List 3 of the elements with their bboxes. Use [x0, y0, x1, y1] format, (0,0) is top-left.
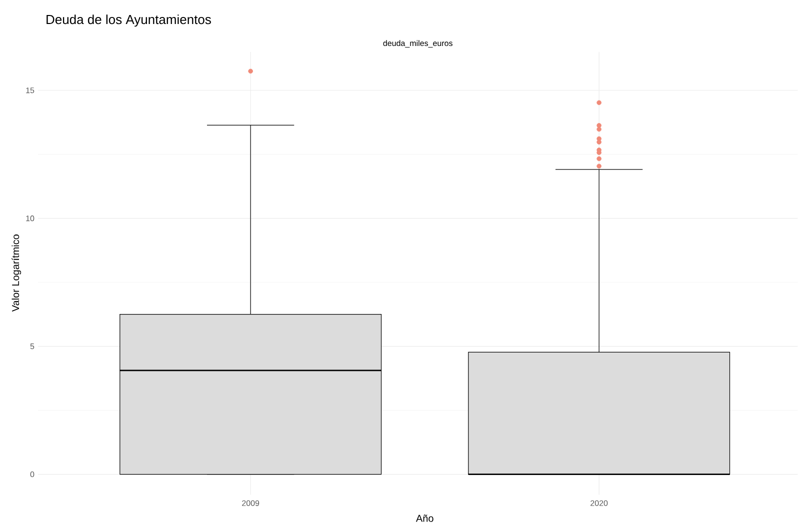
x-axis-title: Año [416, 514, 434, 522]
chart-title: Deuda de los Ayuntamientos [46, 14, 211, 27]
y-axis-title: Valor Logarítmico [12, 234, 22, 312]
